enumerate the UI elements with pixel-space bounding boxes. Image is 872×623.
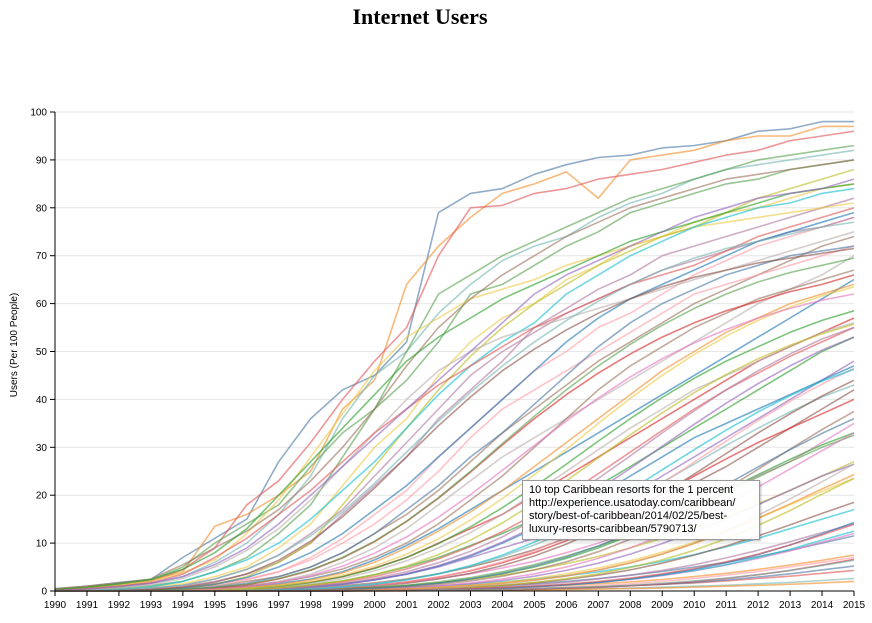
y-tick-label: 30 (36, 443, 48, 454)
y-tick-label: 90 (36, 155, 48, 166)
series-line[interactable] (54, 178, 855, 592)
x-tick-label: 2009 (651, 600, 674, 611)
x-tick-label: 2001 (395, 600, 418, 611)
x-tick-label: 2004 (491, 600, 514, 611)
x-tick-label: 2013 (779, 600, 802, 611)
y-tick-label: 100 (30, 108, 47, 119)
x-tick-label: 2006 (555, 600, 578, 611)
tooltip-line: story/best-of-caribbean/2014/02/25/best- (529, 510, 728, 522)
y-tick-label: 20 (36, 491, 48, 502)
x-tick-label: 2012 (747, 600, 770, 611)
x-tick-label: 2010 (683, 600, 706, 611)
series-line[interactable] (54, 221, 855, 592)
x-tick-label: 2014 (811, 600, 834, 611)
tooltip: 10 top Caribbean resorts for the 1 perce… (522, 480, 760, 540)
series-line[interactable] (54, 187, 855, 592)
tooltip-line: http://experience.usatoday.com/caribbean… (529, 497, 736, 509)
x-tick-label: 2000 (363, 600, 386, 611)
x-tick-label: 1995 (204, 600, 227, 611)
x-tick-label: 2008 (619, 600, 642, 611)
x-tick-label: 1998 (300, 600, 323, 611)
series-line[interactable] (55, 247, 855, 592)
series-lines (54, 120, 855, 592)
series-line[interactable] (55, 211, 855, 592)
series-line[interactable] (55, 310, 855, 592)
series-line[interactable] (54, 159, 855, 590)
gridlines (55, 111, 854, 592)
x-tick-label: 2015 (843, 600, 866, 611)
series-line[interactable] (55, 257, 855, 592)
axes: 0 10 20 30 40 50 60 70 80 90 100 1990 1991 1992 1993 19… (30, 108, 865, 612)
y-tick-label: 70 (36, 251, 48, 262)
series-line[interactable] (54, 183, 855, 591)
x-tick-label: 2003 (459, 600, 482, 611)
y-axis-title: Users (Per 100 People) (9, 293, 20, 398)
y-tick-label: 80 (36, 203, 48, 214)
y-tick-label: 60 (36, 299, 48, 310)
x-tick-label: 2005 (523, 600, 546, 611)
series-line[interactable] (54, 207, 855, 591)
x-tick-label: 1997 (268, 600, 291, 611)
y-tick-label: 50 (36, 347, 48, 358)
x-tick-label: 2011 (715, 600, 737, 611)
x-tick-label: 1993 (140, 600, 163, 611)
x-tick-label: 1994 (172, 600, 195, 611)
chart-title: Internet Users (352, 4, 488, 29)
y-tick-label: 40 (36, 395, 48, 406)
x-tick-label: 1990 (44, 600, 67, 611)
x-tick-label: 1996 (236, 600, 259, 611)
series-line[interactable] (54, 197, 855, 592)
x-tick-label: 1999 (332, 600, 355, 611)
tooltip-line: luxury-resorts-caribbean/5790713/ (529, 523, 697, 535)
x-tick-label: 2007 (587, 600, 610, 611)
x-tick-label: 1992 (108, 600, 131, 611)
y-tick-label: 0 (41, 587, 47, 598)
tooltip-line: 10 top Caribbean resorts for the 1 perce… (529, 484, 734, 496)
x-tick-label: 2002 (427, 600, 450, 611)
x-tick-label: 1991 (76, 600, 99, 611)
series-line[interactable] (54, 144, 855, 591)
y-tick-label: 10 (36, 539, 48, 550)
